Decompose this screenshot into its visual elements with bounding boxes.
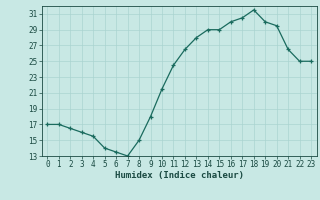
X-axis label: Humidex (Indice chaleur): Humidex (Indice chaleur) — [115, 171, 244, 180]
